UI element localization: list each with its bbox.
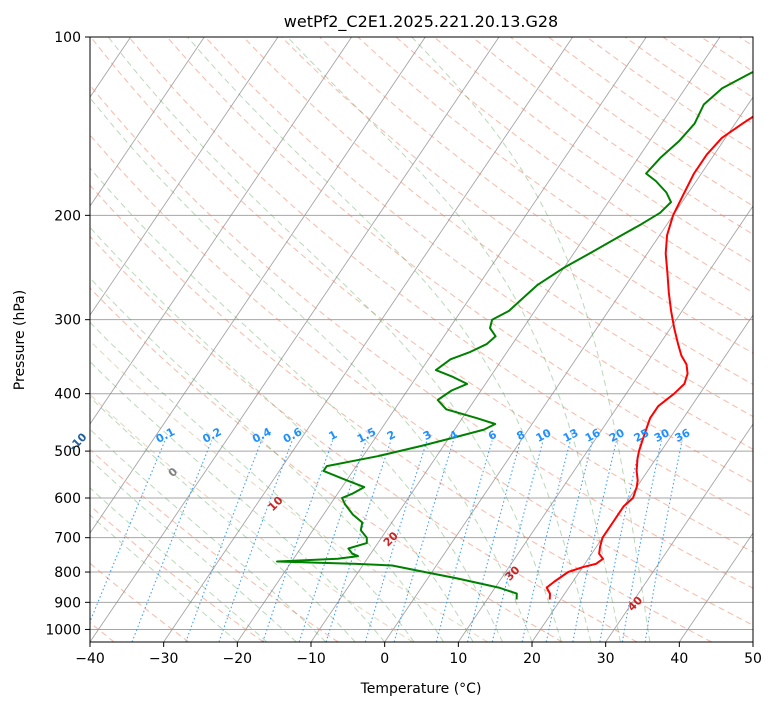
dry-adiabat-140 [357,37,753,324]
moist-adiabat-28 [187,37,592,642]
x-tick-label: 50 [744,651,762,667]
dewpoint-profile-line [276,70,753,600]
dry-adiabat-40 [90,184,712,642]
moist-adiabat-4 [90,321,415,642]
mixing-ratio-line-16 [621,440,663,642]
mixing-ratio-line-6 [325,440,392,642]
dry-adiabat-130 [319,37,753,354]
isotherm--60 [90,37,353,425]
mixing-ratio-line-9 [435,440,493,642]
mixing-ratio-line-17 [644,440,683,642]
isotherm-0 [384,96,753,642]
dry-adiabat-120 [281,37,753,386]
isotherm--80 [90,37,205,207]
dry-adiabat-110 [243,37,753,418]
x-tick-label: −10 [296,651,326,667]
x-tick-label: 30 [597,651,615,667]
dry-adiabat-50 [90,134,753,626]
y-tick-label: 1000 [45,622,81,638]
y-tick-label: 900 [54,595,81,611]
axes: −40 −30 −20 −10 0 10 20 30 40 50 100 200 300 400 500 60… [45,30,762,667]
x-tick-label: 20 [523,651,541,667]
mixing-ratio-label: 25 [632,426,652,445]
moist-adiabat--20 [90,514,238,642]
isotherm--50 [90,37,426,534]
mixing-ratio-line-13 [545,440,593,642]
y-tick-label: 800 [54,565,81,581]
x-tick-label: 0 [380,651,389,667]
dry-adiabat-200 [586,37,753,152]
mixing-ratio-line-0 [90,440,166,624]
profile-lines [276,70,753,600]
isotherm-20 [531,314,753,642]
dry-adiabat-90 [166,37,753,484]
isotherm--20 [236,37,647,642]
x-tick-label: −20 [223,651,253,667]
y-tick-label: 600 [54,491,81,507]
dry-adiabat-60 [90,84,753,589]
isotherm--30 [163,37,574,642]
y-tick-label: 300 [54,313,81,329]
isotherm-40 [678,532,753,642]
temperature-profile-line [545,115,753,600]
chart-title: wetPf2_C2E1.2025.221.20.13.G28 [284,12,558,32]
y-axis-title: Pressure (hPa) [12,290,28,390]
mixing-ratio-label: 16 [583,426,603,445]
moist-adiabat-16 [90,167,503,642]
dry-adiabat-180 [510,37,753,207]
mixing-ratio-label: 30 [652,426,672,445]
moist-adiabat-0 [90,360,386,642]
mixing-ratio-line-15 [599,440,642,642]
dry-adiabat--10 [90,448,339,642]
dry-adiabat-20 [90,287,563,642]
moist-adiabat-32 [287,37,621,642]
mixing-ratio-line-8 [393,440,454,642]
mixing-ratio-line-11 [491,440,544,642]
mixing-ratio-line-3 [218,440,293,642]
dry-adiabat-190 [548,37,753,179]
moist-adiabat-20 [90,97,533,642]
moist-adiabat--8 [90,428,327,642]
x-tick-label: 10 [449,651,467,667]
moist-adiabat-36 [411,37,651,642]
isotherm--40 [90,37,500,642]
mixing-ratio-line-10 [466,440,522,642]
mixing-ratio-line-2 [185,440,263,642]
x-axis-title: Temperature (°C) [360,681,482,697]
y-tick-label: 100 [54,30,81,46]
mixing-ratio-label: 36 [673,426,693,445]
isotherm--70 [90,37,279,316]
moist-adiabat-24 [107,37,562,642]
mixing-ratio-line-7 [364,440,428,642]
y-tick-label: 200 [54,208,81,224]
x-tick-label: 40 [670,651,688,667]
mixing-ratio-label: 10 [534,426,554,445]
moist-adiabat--16 [90,487,268,642]
mixing-ratio-line-12 [521,440,571,642]
mixing-ratio-line-14 [572,440,618,642]
y-tick-label: 700 [54,531,81,547]
mixing-ratio-label: 13 [561,426,581,445]
mixing-ratio-label: 20 [607,426,627,445]
isotherm-30 [605,423,753,642]
dry-adiabat-80 [128,37,753,518]
moist-adiabat-12 [90,226,474,642]
plot-frame [89,36,754,643]
moist-adiabat--12 [90,458,297,642]
x-tick-label: −40 [75,651,105,667]
background-lines [90,37,753,642]
y-tick-label: 500 [54,444,81,460]
x-tick-label: −30 [149,651,179,667]
y-tick-label: 400 [54,387,81,403]
isotherm-10 [457,205,753,642]
moist-adiabat-8 [90,277,445,642]
